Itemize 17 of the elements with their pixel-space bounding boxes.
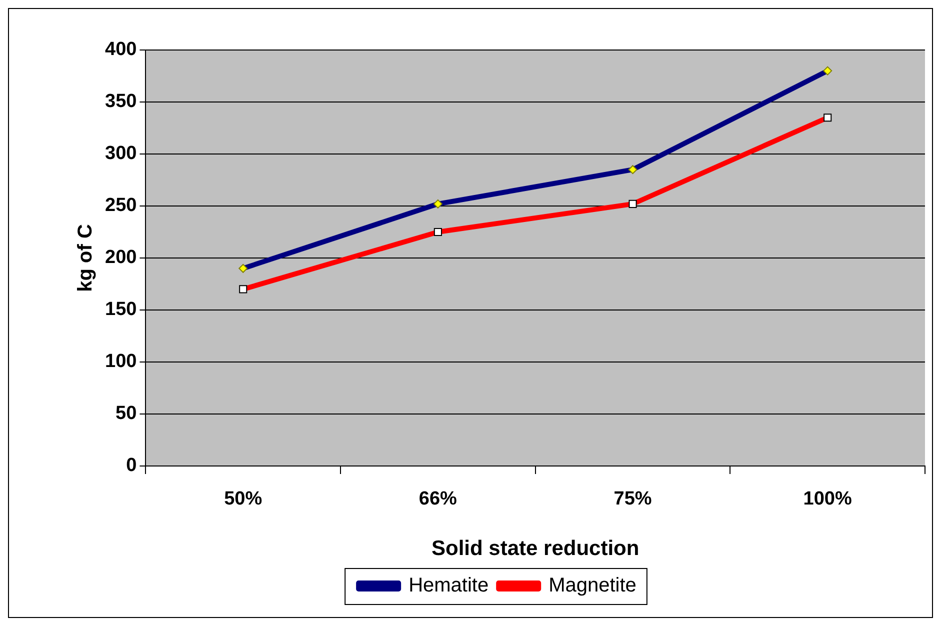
y-tick-label: 250 — [105, 195, 137, 216]
y-tick-label: 0 — [126, 455, 137, 476]
y-tick-label: 200 — [105, 247, 137, 268]
y-tick-label: 300 — [105, 143, 137, 164]
legend-label: Magnetite — [548, 574, 636, 597]
y-tick-label: 100 — [105, 351, 137, 372]
y-tick-label: 350 — [105, 91, 137, 112]
x-tick-label: 66% — [418, 488, 458, 510]
x-tick-label: 100% — [803, 488, 852, 510]
y-axis-title: kg of C — [74, 224, 97, 292]
legend-label: Hematite — [408, 574, 489, 597]
y-tick-label: 150 — [105, 299, 137, 320]
x-tick-label: 50% — [224, 488, 262, 510]
x-axis-title: Solid state reduction — [432, 537, 640, 560]
y-tick-label: 50 — [116, 403, 137, 424]
y-tick-label: 400 — [105, 39, 137, 60]
x-tick-label: 75% — [614, 488, 652, 510]
